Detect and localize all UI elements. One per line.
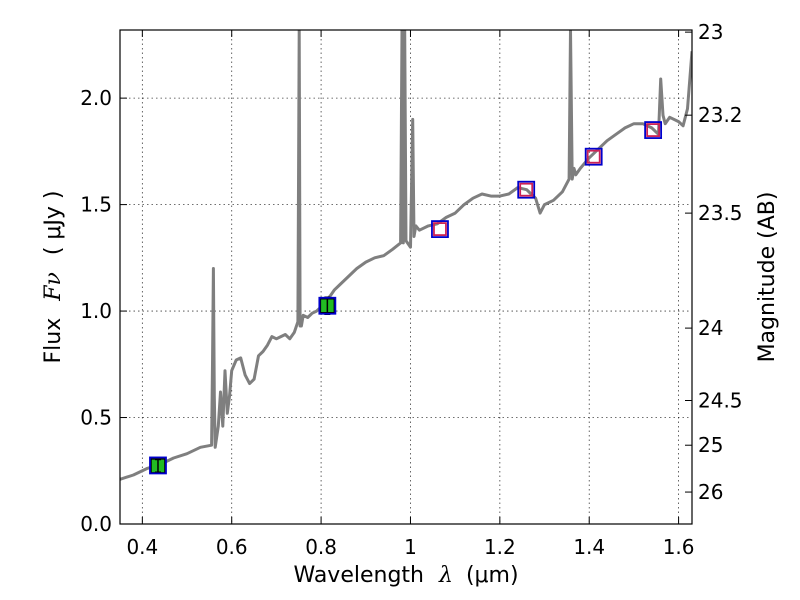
predicted-marker: [646, 123, 661, 137]
y-tick-label: 0.5: [80, 406, 112, 430]
y-tick-label: 0.0: [80, 512, 112, 536]
model-marker: [584, 147, 603, 166]
y2-tick-label: 24: [698, 316, 723, 340]
model-marker: [431, 220, 449, 238]
y-axis-label-units: ( μJy ): [41, 190, 66, 255]
y2-tick-label: 23: [698, 20, 723, 44]
y-tick-label: 1.0: [80, 299, 112, 323]
y2-tick-label: 26: [698, 480, 723, 504]
x-tick-label: 1.4: [573, 535, 605, 559]
x-tick-label: 1: [404, 535, 417, 559]
x-tick-label: 0.4: [126, 535, 158, 559]
x-tick-label: 1.2: [484, 535, 516, 559]
x-tick-label: 0.8: [305, 535, 337, 559]
predicted-marker: [519, 182, 534, 197]
plot-frame: [119, 29, 693, 525]
model-marker: [517, 180, 536, 199]
y-tick-label: 2.0: [80, 86, 112, 110]
x-axis-label-symbol: λ: [438, 563, 453, 588]
x-axis-label-text: Wavelength: [293, 563, 424, 588]
x-axis-label-units: (μm): [466, 563, 519, 588]
observed-point: [319, 296, 336, 316]
y-axis-label: Flux Fν ( μJy ): [41, 190, 66, 363]
model-marker: [149, 456, 167, 475]
axis-ticks: 0.4 0.6 0.8 1 1.2 1.4 1.6 0.0 0.5 1.0 1.5 2.0 23 23.2…: [80, 20, 742, 559]
y2-tick-label: 25: [698, 433, 723, 457]
predicted-marker: [433, 222, 447, 236]
model-marker: [644, 121, 663, 139]
spectrum-series: [120, 30, 692, 481]
y2-tick-label: 23.2: [698, 103, 743, 127]
y-axis-label-text: Flux: [41, 318, 66, 364]
y-axis-label-symbol: Fν: [41, 272, 66, 302]
predicted-marker: [586, 149, 601, 164]
y2-tick-label: 24.5: [698, 389, 743, 413]
x-tick-label: 0.6: [216, 535, 248, 559]
observed-point: [150, 458, 166, 474]
x-tick-label: 1.6: [663, 535, 695, 559]
y2-tick-label: 23.5: [698, 201, 743, 225]
photometry-points: [149, 121, 663, 475]
model-marker: [318, 296, 337, 315]
spectrum-line: [120, 30, 692, 481]
x-axis-label: Wavelength λ (μm): [293, 563, 518, 588]
y-tick-label: 1.5: [80, 193, 112, 217]
secondary-y-axis-label: Magnitude (AB): [755, 192, 780, 363]
